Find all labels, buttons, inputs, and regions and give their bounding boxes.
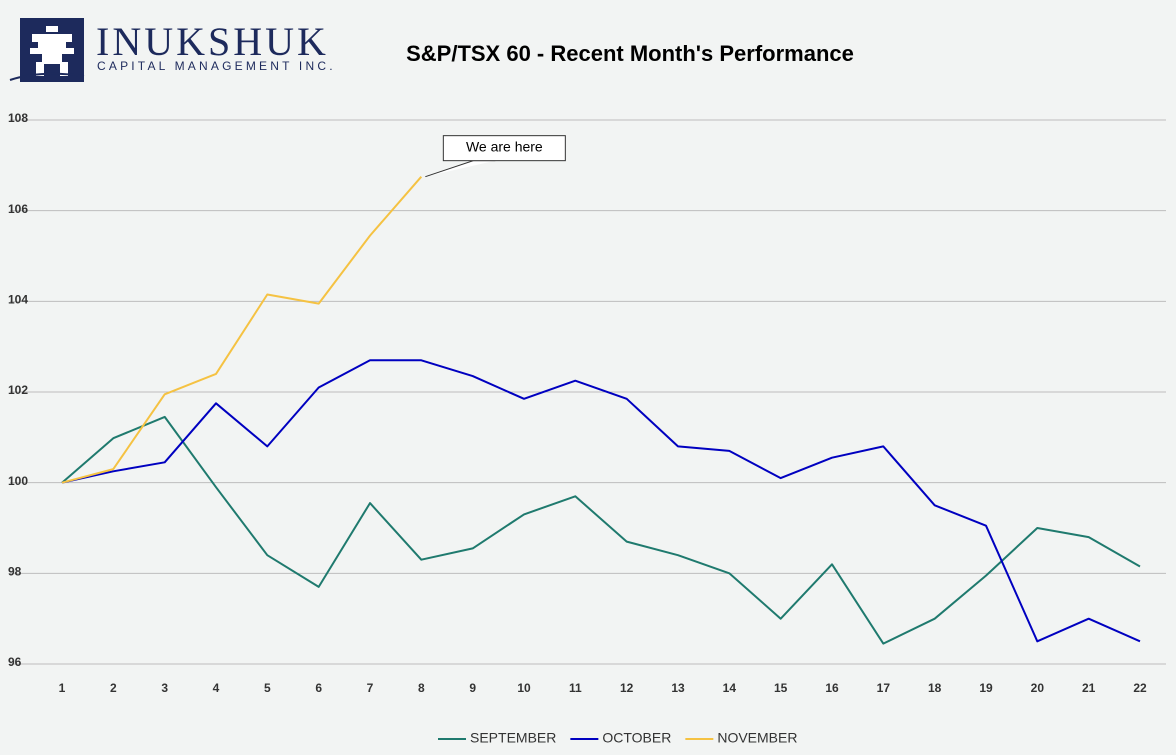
- x-tick-label: 16: [825, 681, 839, 695]
- x-tick-label: 17: [877, 681, 891, 695]
- y-tick-label: 98: [8, 565, 22, 579]
- x-tick-label: 8: [418, 681, 425, 695]
- x-tick-label: 2: [110, 681, 117, 695]
- x-tick-label: 10: [517, 681, 531, 695]
- x-tick-label: 4: [213, 681, 220, 695]
- x-tick-label: 19: [979, 681, 993, 695]
- y-tick-label: 96: [8, 655, 22, 669]
- logo: INUKSHUK CAPITAL MANAGEMENT INC.: [9, 18, 336, 82]
- x-tick-label: 14: [723, 681, 737, 695]
- x-tick-label: 22: [1133, 681, 1147, 695]
- x-tick-label: 21: [1082, 681, 1096, 695]
- logo-icon: [30, 26, 74, 76]
- logo-name: INUKSHUK: [96, 19, 329, 64]
- legend-label: SEPTEMBER: [470, 730, 556, 746]
- x-tick-label: 7: [367, 681, 374, 695]
- x-tick-label: 1: [59, 681, 66, 695]
- legend-label: OCTOBER: [602, 730, 671, 746]
- y-tick-label: 100: [8, 474, 28, 488]
- x-tick-label: 9: [469, 681, 476, 695]
- x-tick-label: 18: [928, 681, 942, 695]
- series-line: [61, 359, 1141, 643]
- series-line: [61, 415, 1141, 645]
- logo-tagline: CAPITAL MANAGEMENT INC.: [97, 59, 336, 73]
- x-tick-label: 20: [1031, 681, 1045, 695]
- y-tick-label: 106: [8, 202, 28, 216]
- y-tick-label: 104: [8, 293, 28, 307]
- x-tick-label: 3: [161, 681, 168, 695]
- y-tick-label: 108: [8, 111, 28, 125]
- x-tick-label: 12: [620, 681, 634, 695]
- x-tick-label: 15: [774, 681, 788, 695]
- x-tick-label: 6: [315, 681, 322, 695]
- annotation-box: [442, 135, 566, 162]
- annotation-text: We are here: [466, 138, 543, 154]
- x-tick-label: 5: [264, 681, 271, 695]
- y-tick-label: 102: [8, 383, 28, 397]
- legend-label: NOVEMBER: [717, 730, 797, 746]
- x-tick-label: 11: [569, 681, 582, 695]
- logo-swoosh: [9, 72, 85, 81]
- chart-title: S&P/TSX 60 - Recent Month's Performance: [406, 41, 854, 66]
- x-tick-label: 13: [671, 681, 685, 695]
- series-line: [61, 176, 423, 484]
